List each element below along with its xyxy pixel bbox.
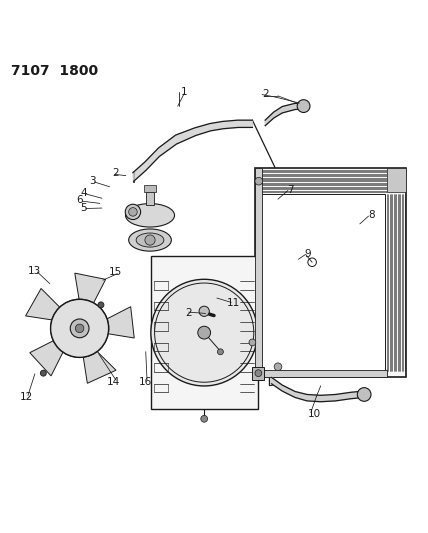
Text: 8: 8 — [369, 211, 375, 220]
Text: 15: 15 — [109, 267, 122, 277]
Text: 12: 12 — [20, 392, 33, 402]
Text: 3: 3 — [89, 176, 96, 186]
Circle shape — [217, 349, 223, 355]
Text: 2: 2 — [185, 309, 192, 318]
Polygon shape — [30, 333, 71, 376]
Text: 5: 5 — [80, 203, 87, 213]
Text: 16: 16 — [139, 377, 152, 386]
Circle shape — [255, 370, 262, 377]
Polygon shape — [80, 339, 116, 383]
Bar — [145, 184, 155, 192]
Circle shape — [98, 302, 104, 308]
Text: 9: 9 — [305, 249, 311, 259]
Circle shape — [249, 339, 256, 346]
Circle shape — [357, 387, 371, 401]
Text: 11: 11 — [226, 298, 240, 308]
Circle shape — [151, 279, 258, 386]
Circle shape — [75, 324, 84, 333]
Circle shape — [51, 300, 109, 357]
Bar — [255, 168, 262, 377]
Circle shape — [70, 319, 89, 338]
Circle shape — [51, 300, 109, 357]
Polygon shape — [272, 377, 363, 402]
Text: 4: 4 — [80, 188, 87, 198]
Polygon shape — [91, 306, 134, 338]
Circle shape — [129, 208, 137, 216]
Bar — [255, 168, 406, 377]
Circle shape — [40, 370, 46, 376]
Circle shape — [145, 235, 155, 245]
Polygon shape — [133, 120, 253, 181]
Bar — [387, 168, 406, 192]
Circle shape — [75, 324, 84, 333]
Text: 10: 10 — [308, 409, 321, 419]
Circle shape — [297, 100, 310, 112]
Bar — [151, 256, 258, 409]
Text: 7107  1800: 7107 1800 — [12, 64, 98, 78]
Bar — [255, 370, 387, 377]
Circle shape — [274, 363, 282, 370]
Text: 1: 1 — [181, 86, 187, 96]
Polygon shape — [75, 273, 106, 318]
Text: 2: 2 — [113, 168, 119, 177]
Bar — [146, 192, 154, 205]
Circle shape — [125, 204, 141, 220]
Ellipse shape — [136, 233, 164, 247]
Circle shape — [201, 415, 208, 422]
Circle shape — [198, 326, 211, 339]
Ellipse shape — [125, 204, 175, 227]
Circle shape — [199, 306, 209, 317]
Ellipse shape — [129, 229, 171, 251]
Polygon shape — [26, 288, 72, 322]
Circle shape — [70, 319, 89, 338]
Text: 2: 2 — [262, 88, 268, 99]
Text: 13: 13 — [28, 266, 42, 276]
Text: 14: 14 — [107, 377, 120, 386]
Bar — [261, 194, 385, 371]
Text: 6: 6 — [76, 196, 83, 205]
Polygon shape — [265, 103, 303, 126]
Bar — [253, 367, 265, 379]
Circle shape — [255, 177, 263, 185]
Text: 7: 7 — [288, 185, 294, 195]
